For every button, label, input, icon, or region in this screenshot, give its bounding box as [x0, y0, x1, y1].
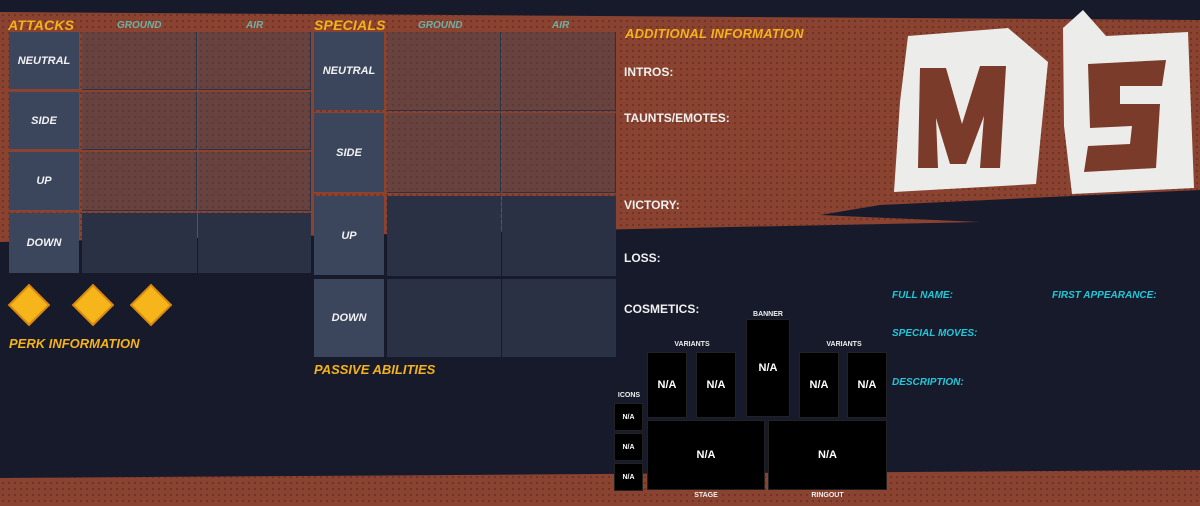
perk-information-title: PERK INFORMATION	[9, 336, 140, 351]
intros-label: INTROS:	[624, 65, 674, 79]
attacks-row-up: UP	[9, 152, 79, 210]
icon-slot: N/A	[614, 463, 643, 491]
specials-neutral-air-cell	[502, 32, 616, 111]
specials-side-air-cell	[502, 113, 616, 193]
attacks-down-ground-cell	[82, 213, 197, 273]
attacks-title: ATTACKS	[8, 17, 75, 33]
attacks-side-ground-cell	[82, 92, 197, 150]
mvs-logo	[894, 10, 1194, 194]
variant-slot: N/A	[647, 352, 687, 418]
loss-label: LOSS:	[624, 251, 661, 265]
ringout-label: RINGOUT	[811, 492, 844, 499]
attacks-neutral-air-cell	[198, 32, 311, 90]
attacks-row-down: DOWN	[9, 213, 79, 273]
additional-information-title: ADDITIONAL INFORMATION	[625, 26, 804, 41]
variants-left-label: VARIANTS	[674, 341, 710, 348]
attacks-row-neutral: NEUTRAL	[9, 32, 79, 89]
victory-label: VICTORY:	[624, 198, 680, 212]
icons-label: ICONS	[617, 392, 641, 399]
specials-row-down: DOWN	[314, 279, 384, 357]
variant-slot: N/A	[799, 352, 839, 418]
specials-row-neutral: NEUTRAL	[314, 32, 384, 110]
stage-slot: N/A	[647, 420, 765, 490]
attacks-ground-header: GROUND	[117, 20, 162, 31]
description-label: DESCRIPTION:	[892, 377, 964, 388]
passive-abilities-title: PASSIVE ABILITIES	[314, 362, 436, 377]
banner-label: BANNER	[753, 311, 783, 318]
specials-row-side: SIDE	[314, 113, 384, 192]
first-appearance-label: FIRST APPEARANCE:	[1052, 290, 1157, 301]
attacks-down-air-cell	[198, 213, 311, 273]
specials-up-ground-cell	[387, 196, 501, 276]
specials-down-ground-cell	[387, 279, 501, 357]
attacks-up-ground-cell	[82, 152, 197, 211]
attacks-up-air-cell	[198, 152, 311, 211]
specials-down-air-cell	[502, 279, 616, 357]
specials-air-header: AIR	[552, 20, 570, 31]
specials-title: SPECIALS	[314, 17, 386, 33]
specials-side-ground-cell	[387, 113, 501, 193]
variant-slot: N/A	[696, 352, 736, 418]
banner-slot: N/A	[746, 319, 790, 417]
attacks-neutral-ground-cell	[82, 32, 197, 90]
icon-slot: N/A	[614, 433, 643, 461]
attacks-row-side: SIDE	[9, 92, 79, 149]
full-name-label: FULL NAME:	[892, 290, 953, 301]
cosmetics-label: COSMETICS:	[624, 302, 700, 316]
variants-right-label: VARIANTS	[826, 341, 862, 348]
attacks-air-header: AIR	[246, 20, 264, 31]
ringout-slot: N/A	[768, 420, 887, 490]
specials-neutral-ground-cell	[387, 32, 501, 111]
special-moves-label: SPECIAL MOVES:	[892, 328, 978, 339]
specials-up-air-cell	[502, 196, 616, 276]
taunts-label: TAUNTS/EMOTES:	[624, 111, 730, 125]
specials-row-up: UP	[314, 196, 384, 275]
variant-slot: N/A	[847, 352, 887, 418]
stage-label: STAGE	[694, 492, 718, 499]
icon-slot: N/A	[614, 403, 643, 431]
attacks-side-air-cell	[198, 92, 311, 150]
specials-ground-header: GROUND	[418, 20, 463, 31]
